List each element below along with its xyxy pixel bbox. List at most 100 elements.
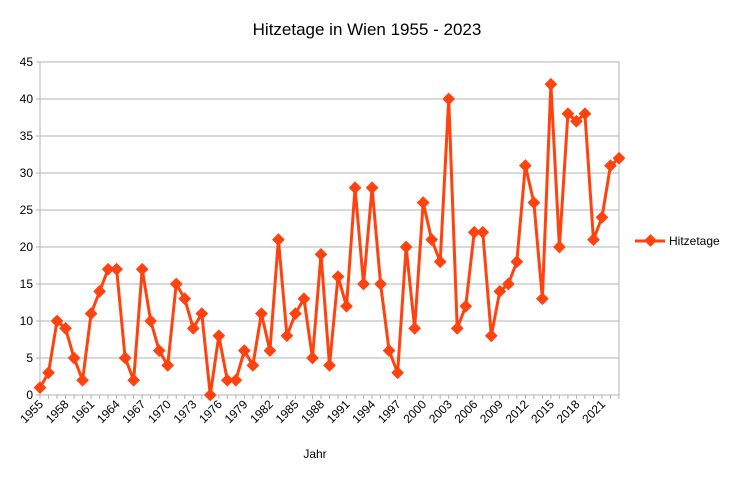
data-point (93, 285, 106, 298)
data-point (450, 322, 464, 335)
data-point (467, 225, 481, 239)
data-point (553, 240, 566, 254)
data-point (510, 255, 524, 269)
data-point (425, 233, 439, 246)
x-tick-label: 2000 (401, 397, 430, 426)
data-point (331, 270, 345, 283)
data-point (178, 292, 192, 306)
data-point (195, 307, 209, 320)
data-point (399, 240, 413, 254)
data-point (212, 329, 226, 343)
data-point (67, 351, 81, 365)
data-point (595, 211, 609, 224)
data-point (272, 233, 285, 246)
x-tick-label: 1988 (298, 397, 327, 426)
data-point (536, 292, 549, 306)
legend: Hitzetage (635, 234, 720, 248)
y-tick-label: 5 (26, 351, 33, 365)
x-tick-label: 1973 (171, 397, 200, 426)
data-point (84, 307, 98, 320)
x-tick-label: 1997 (375, 397, 404, 426)
data-point (442, 92, 456, 106)
data-point (161, 359, 175, 372)
data-point (59, 322, 72, 335)
data-point (101, 262, 115, 276)
data-point (493, 285, 507, 298)
x-tick-label: 1958 (43, 397, 72, 426)
data-point (220, 373, 234, 387)
x-tick-label: 1985 (273, 397, 302, 426)
x-axis-title: Jahr (303, 447, 326, 461)
data-point (280, 329, 294, 343)
y-tick-label: 25 (20, 203, 34, 217)
x-tick-label: 1991 (324, 397, 353, 426)
data-point (544, 77, 558, 91)
data-point (76, 373, 89, 387)
x-tick-label: 2006 (452, 397, 481, 426)
x-tick-label: 1970 (145, 397, 174, 426)
data-point (323, 359, 336, 372)
y-axis: 0 5 10 15 20 25 30 35 40 45 (20, 55, 40, 402)
legend-marker (644, 234, 657, 247)
data-point (518, 159, 532, 172)
x-tick-label: 1955 (17, 397, 46, 426)
y-tick-label: 20 (20, 240, 34, 254)
data-point (186, 322, 200, 335)
y-tick-label: 35 (20, 129, 34, 143)
data-point (50, 314, 64, 328)
y-tick-label: 15 (20, 277, 34, 291)
data-point (42, 366, 55, 380)
data-point (357, 277, 370, 291)
data-point (306, 351, 319, 365)
data-point (229, 373, 243, 387)
x-tick-label: 1976 (196, 397, 225, 426)
data-point (527, 196, 541, 209)
x-tick-label: 2021 (579, 397, 608, 426)
y-tick-label: 45 (20, 55, 34, 69)
data-point (348, 181, 362, 195)
plot-area-border (39, 61, 620, 396)
data-point (246, 359, 260, 372)
legend-label: Hitzetage (669, 234, 720, 248)
x-tick-label: 2018 (554, 397, 583, 426)
data-point (587, 233, 600, 246)
data-point (289, 307, 302, 320)
data-point (314, 248, 328, 261)
data-point (237, 344, 251, 357)
data-point (169, 277, 183, 291)
data-point (203, 388, 217, 402)
y-tick-label: 0 (26, 388, 33, 402)
x-tick-label: 1994 (349, 397, 378, 426)
x-tick-label: 1982 (247, 397, 276, 426)
data-point (263, 344, 277, 357)
x-tick-label: 2003 (426, 397, 455, 426)
series-hitzetage (33, 77, 626, 402)
data-point (135, 262, 149, 276)
chart-title: Hitzetage in Wien 1955 - 2023 (253, 20, 482, 39)
data-point (127, 373, 141, 387)
x-tick-label: 2012 (503, 397, 532, 426)
data-point (382, 344, 396, 357)
x-axis: 1955195819611964196719701973197619791982… (17, 395, 620, 426)
data-point (416, 196, 430, 209)
data-point (459, 299, 473, 313)
data-point (152, 344, 166, 357)
data-point (118, 351, 132, 365)
y-tick-label: 40 (20, 92, 34, 106)
x-tick-label: 2015 (528, 397, 557, 426)
data-point (365, 181, 379, 195)
gridlines (40, 61, 619, 396)
y-tick-label: 30 (20, 166, 34, 180)
data-point (433, 255, 447, 269)
data-point (297, 292, 311, 306)
x-tick-label: 1964 (94, 397, 123, 426)
data-point (255, 307, 268, 320)
data-point (484, 329, 498, 343)
data-point (340, 299, 353, 313)
x-tick-label: 1979 (222, 397, 251, 426)
data-point (476, 225, 490, 239)
x-tick-label: 1967 (120, 397, 149, 426)
x-tick-label: 1961 (68, 397, 97, 426)
data-point (391, 366, 404, 380)
